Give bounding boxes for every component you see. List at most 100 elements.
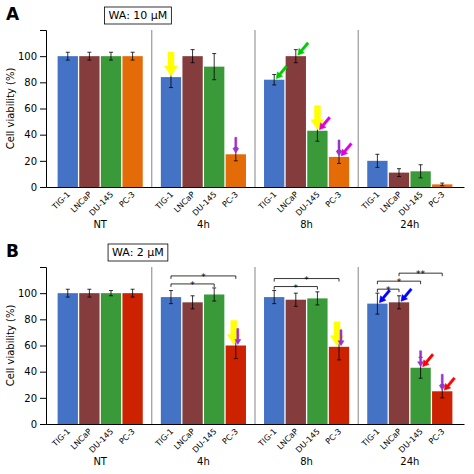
error-bar-line xyxy=(132,52,133,60)
panel: 020406080100NT4h8h24hTIG-1LNCaPDU-145PC-… xyxy=(5,4,465,230)
error-bar-cap xyxy=(87,297,91,298)
error-bar-line xyxy=(89,289,90,297)
annotation-arrow xyxy=(164,52,177,76)
group-separator xyxy=(358,267,359,424)
y-axis: 020406080100 xyxy=(18,268,47,430)
separators xyxy=(152,30,358,187)
cell-line-label: DU-145 xyxy=(397,427,425,455)
annotations: B******** xyxy=(6,241,455,390)
x-axis: NT4h8h24h xyxy=(47,187,465,230)
chart-svg: 020406080100NT4h8h24hTIG-1LNCaPDU-145PC-… xyxy=(0,0,474,474)
error-bar-cap xyxy=(375,154,379,155)
axis-line xyxy=(40,31,47,188)
error-bar xyxy=(131,52,135,60)
error-bar-cap xyxy=(66,297,70,298)
error-bar-cap xyxy=(109,295,113,296)
error-bar-cap xyxy=(375,167,379,168)
error-bar-cap xyxy=(131,52,135,53)
bar xyxy=(307,298,327,424)
error-bar-cap xyxy=(315,141,319,142)
error-bar-cap xyxy=(191,62,195,63)
group-separator xyxy=(358,30,359,187)
error-bar-cap xyxy=(66,289,70,290)
title-frame xyxy=(105,7,172,24)
plot-area: 020406080100NT4h8h24hTIG-1LNCaPDU-145PC-… xyxy=(5,241,465,467)
error-bar xyxy=(66,52,70,60)
error-bar-cap xyxy=(397,168,401,169)
y-tick: 40 xyxy=(24,366,46,377)
tick-mark xyxy=(40,293,46,294)
significance-label: * xyxy=(386,285,391,295)
y-tick: 0 xyxy=(31,182,46,193)
error-bar-line xyxy=(214,54,215,80)
panel-label: A xyxy=(6,4,20,24)
panel-label: B xyxy=(6,241,19,261)
x-axis: NT4h8h24h xyxy=(47,424,465,467)
error-bar-cap xyxy=(397,295,401,296)
tick-label: 80 xyxy=(24,77,37,88)
error-bar-cap xyxy=(169,303,173,304)
tick-mark xyxy=(40,424,46,425)
error-bar xyxy=(315,292,319,305)
error-bar xyxy=(440,183,444,186)
y-tick: 100 xyxy=(18,51,46,62)
error-bar xyxy=(66,289,70,297)
error-bar-line xyxy=(192,50,193,63)
title-frame xyxy=(108,244,168,261)
error-bar-line xyxy=(399,169,400,177)
axis-line xyxy=(47,187,465,188)
tick-label: 0 xyxy=(31,419,37,430)
bar xyxy=(182,56,202,187)
separators xyxy=(152,267,358,424)
error-bar xyxy=(131,289,135,297)
error-bar-line xyxy=(295,293,296,306)
annotation-arrow xyxy=(338,330,344,346)
error-bar xyxy=(272,74,276,84)
error-bar xyxy=(109,291,113,296)
error-bar-cap xyxy=(66,52,70,53)
error-bar xyxy=(87,52,91,60)
tick-mark xyxy=(40,56,46,57)
error-bar-line xyxy=(192,296,193,309)
cell-line-label: DU-145 xyxy=(397,190,425,218)
annotation-arrow xyxy=(423,354,434,367)
error-bar-cap xyxy=(315,304,319,305)
error-bar-cap xyxy=(87,289,91,290)
tick-label: 60 xyxy=(24,103,37,114)
bar xyxy=(264,80,284,187)
error-bar-line xyxy=(132,289,133,297)
tick-mark xyxy=(40,109,46,110)
title: WA: 10 μM xyxy=(109,9,168,22)
y-tick: 60 xyxy=(24,103,46,114)
error-bar-cap xyxy=(337,163,341,164)
error-bar-cap xyxy=(191,295,195,296)
error-bar-cap xyxy=(272,84,276,85)
y-tick: 20 xyxy=(24,156,46,167)
error-bar-line xyxy=(110,291,111,296)
group-separator xyxy=(255,30,256,187)
tick-mark xyxy=(40,82,46,83)
title: WA: 2 μM xyxy=(112,246,164,259)
bar xyxy=(122,293,142,424)
error-bar-cap xyxy=(191,49,195,50)
error-bar-line xyxy=(170,291,171,304)
error-bar-cap xyxy=(66,60,70,61)
error-bar-cap xyxy=(375,293,379,294)
tick-label: 20 xyxy=(24,156,37,167)
error-bar xyxy=(375,293,379,314)
cell-line-label: PC-3 xyxy=(221,190,240,209)
error-bar-cap xyxy=(419,177,423,178)
error-bar-cap xyxy=(212,301,216,302)
significance-label: * xyxy=(294,283,299,293)
error-bar-line xyxy=(214,288,215,301)
error-bar-line xyxy=(274,291,275,304)
group-label: 24h xyxy=(400,456,419,467)
error-bar-cap xyxy=(294,306,298,307)
error-bar-cap xyxy=(109,60,113,61)
y-tick: 40 xyxy=(24,129,46,140)
error-bar-cap xyxy=(440,185,444,186)
y-tick: 0 xyxy=(31,419,46,430)
error-bar xyxy=(191,50,195,63)
tick-mark xyxy=(40,187,46,188)
tick-label: 60 xyxy=(24,340,37,351)
